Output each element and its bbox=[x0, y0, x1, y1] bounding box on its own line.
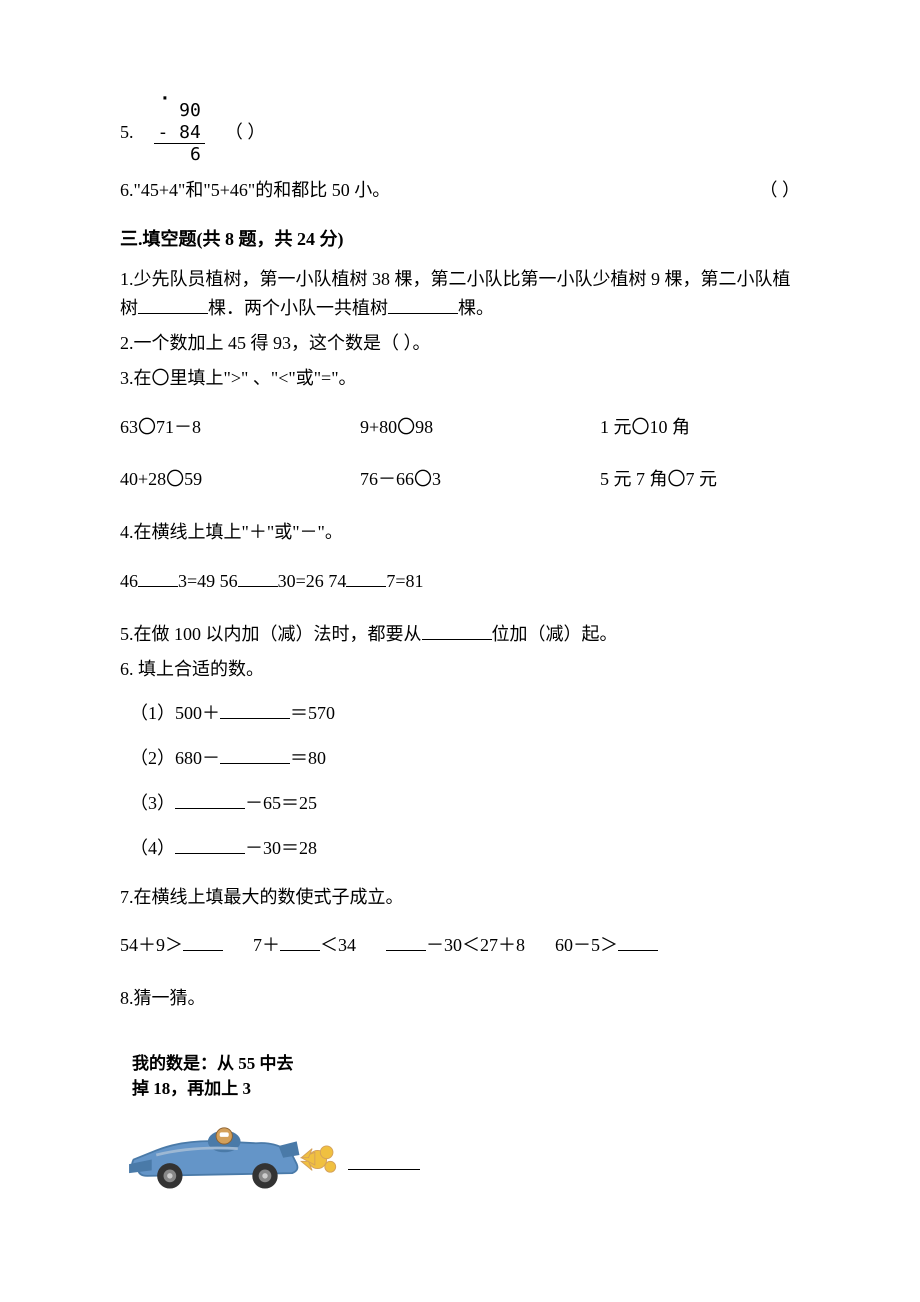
q4c-pre: 74 bbox=[328, 571, 346, 591]
q7b-wrap: 7＋ ＜34 bbox=[253, 931, 356, 960]
speech-line2: 掉 18，再加上 3 bbox=[132, 1076, 408, 1102]
q7a: 54＋9＞ bbox=[120, 935, 183, 955]
q6-sub3: （3） －65＝25 bbox=[130, 789, 800, 818]
q4a-pre: 46 bbox=[120, 571, 138, 591]
q8-car-block: 我的数是：从 55 中去 掉 18，再加上 3 bbox=[120, 1043, 420, 1200]
q5-paren: （ ） bbox=[225, 118, 266, 147]
q6-1-post: ＝570 bbox=[290, 703, 335, 723]
q7a-wrap: 54＋9＞ bbox=[120, 931, 223, 960]
q6-paren: （ ） bbox=[760, 176, 801, 205]
q6-text: 6."45+4"和"5+46"的和都比 50 小。 bbox=[120, 176, 390, 205]
q3-row2: 40+28〇59 76－66〇3 5 元 7 角〇7 元 bbox=[120, 465, 800, 494]
q7d-wrap: 60－5＞ bbox=[555, 931, 658, 960]
q6-3-pre: （3） bbox=[130, 793, 175, 813]
fill-question-2: 2.一个数加上 45 得 93，这个数是（ ）。 bbox=[120, 329, 800, 358]
q4-blank3 bbox=[346, 569, 386, 587]
q6-sub1: （1）500＋ ＝570 bbox=[130, 699, 800, 728]
q8-answer-blank bbox=[348, 1169, 421, 1170]
subtraction-block: 90 - 84 6 bbox=[154, 100, 205, 166]
q3-row1: 63〇71－8 9+80〇98 1 元〇10 角 bbox=[120, 413, 800, 442]
q6-3-post: －65＝25 bbox=[245, 793, 317, 813]
q1-suffix: 棵。 bbox=[458, 298, 494, 318]
fill-question-5: 5.在做 100 以内加（减）法时，都要从 位加（减）起。 bbox=[120, 620, 800, 649]
q6-blank3 bbox=[175, 791, 245, 809]
section-3-title: 三.填空题(共 8 题，共 24 分) bbox=[120, 225, 800, 254]
q6-4-post: －30＝28 bbox=[245, 838, 317, 858]
q3-r2b: 76－66〇3 bbox=[360, 465, 560, 494]
sub-result: 6 bbox=[154, 143, 205, 166]
judge-question-5: 5. 90 - 84 6 （ ） bbox=[120, 100, 800, 166]
q4c-post: 7=81 bbox=[386, 571, 423, 591]
q3-r1a: 63〇71－8 bbox=[120, 413, 320, 442]
fill-question-8-intro: 8.猜一猜。 bbox=[120, 984, 800, 1013]
q1-blank2 bbox=[388, 296, 458, 314]
q7d: 60－5＞ bbox=[555, 935, 618, 955]
q4b-post: 30=26 bbox=[278, 571, 324, 591]
speech-line1: 我的数是：从 55 中去 bbox=[132, 1051, 408, 1077]
fill-question-7-intro: 7.在横线上填最大的数使式子成立。 bbox=[120, 883, 800, 912]
q7c-wrap: －30＜27＋8 bbox=[386, 931, 525, 960]
fill-question-4-intro: 4.在横线上填上"＋"或"－"。 bbox=[120, 518, 800, 547]
judge-question-6: 6."45+4"和"5+46"的和都比 50 小。 （ ） bbox=[120, 176, 800, 205]
fill-question-1: 1.少先队员植树，第一小队植树 38 棵，第二小队比第一小队少植树 9 棵，第二… bbox=[120, 265, 800, 323]
q4-blank2 bbox=[238, 569, 278, 587]
q7-row: 54＋9＞ 7＋ ＜34 －30＜27＋8 60－5＞ bbox=[120, 931, 800, 960]
q6-blank2 bbox=[220, 746, 290, 764]
q4-row: 46 3=49 56 30=26 74 7=81 bbox=[120, 567, 800, 596]
q3-r2a: 40+28〇59 bbox=[120, 465, 320, 494]
q5-blank bbox=[422, 622, 492, 640]
racecar-icon bbox=[120, 1110, 338, 1200]
q2-text: 2.一个数加上 45 得 93，这个数是（ ）。 bbox=[120, 333, 431, 353]
q3-r1b: 9+80〇98 bbox=[360, 413, 560, 442]
q3-r1c: 1 元〇10 角 bbox=[600, 413, 800, 442]
q7c-post: －30＜27＋8 bbox=[426, 935, 525, 955]
q5-post: 位加（减）起。 bbox=[492, 624, 618, 644]
q7b: 7＋ bbox=[253, 935, 280, 955]
sub-middle: - 84 bbox=[154, 122, 205, 144]
q7-blank3 bbox=[386, 933, 426, 951]
q3-r2c: 5 元 7 角〇7 元 bbox=[600, 465, 800, 494]
q6-blank1 bbox=[220, 701, 290, 719]
q7-blank2 bbox=[280, 933, 320, 951]
q1-mid: 棵．两个小队一共植树 bbox=[208, 298, 388, 318]
sub-top: 90 bbox=[154, 100, 205, 122]
q6-2-post: ＝80 bbox=[290, 748, 326, 768]
fill-question-3-intro: 3.在〇里填上">" 、"<"或"="。 bbox=[120, 364, 800, 393]
fill-question-6-intro: 6. 填上合适的数。 bbox=[120, 655, 800, 684]
q1-blank1 bbox=[138, 296, 208, 314]
q7b-post: ＜34 bbox=[320, 935, 356, 955]
q6-4-pre: （4） bbox=[130, 838, 175, 858]
q6-1-pre: （1）500＋ bbox=[130, 703, 220, 723]
q7-blank1 bbox=[183, 933, 223, 951]
q4b-pre: 56 bbox=[220, 571, 238, 591]
q5-pre: 5.在做 100 以内加（减）法时，都要从 bbox=[120, 624, 422, 644]
q6-sub4: （4） －30＝28 bbox=[130, 834, 800, 863]
q7-blank4 bbox=[618, 933, 658, 951]
q6-blank4 bbox=[175, 836, 245, 854]
speech-bubble: 我的数是：从 55 中去 掉 18，再加上 3 bbox=[120, 1043, 420, 1110]
q4-blank1 bbox=[138, 569, 178, 587]
q6-2-pre: （2）680－ bbox=[130, 748, 220, 768]
q5-number: 5. bbox=[120, 118, 134, 147]
q6-sub2: （2）680－ ＝80 bbox=[130, 744, 800, 773]
q4a-post: 3=49 bbox=[178, 571, 215, 591]
